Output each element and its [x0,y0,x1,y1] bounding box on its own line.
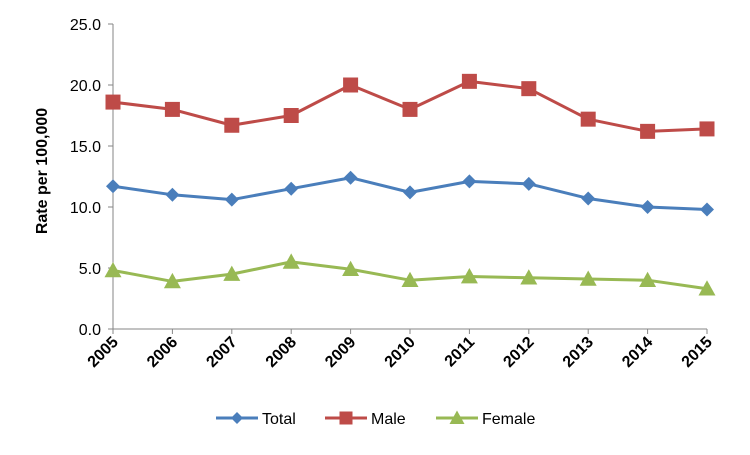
data-point-female [579,270,597,286]
y-tick-label: 10.0 [70,200,101,217]
data-point-total [521,176,536,191]
legend-item-male: Male [325,411,406,428]
data-point-male [224,117,240,133]
data-point-female [342,260,360,277]
x-tick-label: 2010 [382,334,419,371]
data-point-total [224,192,239,207]
data-point-female [639,271,657,287]
y-tick-label: 20.0 [70,78,101,95]
data-point-total [462,174,477,189]
data-point-male [580,111,596,127]
legend-label-female: Female [482,411,535,428]
x-tick-label: 2014 [619,334,656,371]
data-point-male [105,94,121,110]
x-tick-label: 2011 [442,334,479,371]
data-point-total [700,202,714,217]
y-tick-labels: 0.0 5.0 10.0 15.0 20.0 25.0 [70,17,101,339]
x-tick-label: 2006 [144,334,181,371]
series-female [104,253,716,296]
data-point-total [343,170,358,185]
data-point-male [640,123,656,139]
data-point-female [401,271,419,287]
legend-marker-total [231,412,243,424]
legend-marker-male [339,411,353,425]
data-point-total [581,191,596,206]
data-point-female [223,265,241,281]
series-male [105,73,715,139]
data-point-male [461,73,477,89]
data-point-female [282,253,300,269]
data-point-total [640,200,655,214]
legend-marker-female [449,410,465,424]
x-tick-label: 2008 [263,334,300,371]
y-tick-label: 5.0 [79,261,101,278]
data-point-total [284,181,299,196]
data-point-male [343,77,359,93]
axes [108,23,708,334]
data-point-total [106,179,120,194]
x-tick-label: 2015 [679,334,716,371]
data-point-male [283,108,299,123]
data-point-male [699,121,715,137]
data-point-male [521,81,537,97]
data-point-total [165,187,180,202]
data-point-female [698,280,716,296]
x-tick-labels: 2005 2006 2007 2008 2009 2010 2011 2012 2013 2014… [85,334,716,371]
series-lines [104,73,716,296]
x-tick-label: 2012 [500,334,537,371]
legend-item-total: Total [216,411,296,428]
data-point-male [164,101,180,117]
x-tick-label: 2005 [85,334,122,371]
series-total [106,170,714,217]
data-point-male [402,101,418,117]
data-point-female [520,269,538,285]
legend: Total Male Female [216,410,535,428]
legend-label-total: Total [262,411,296,428]
data-point-female [163,272,181,289]
y-tick-label: 15.0 [70,139,101,156]
data-point-female [460,268,478,284]
data-point-total [403,185,417,200]
legend-item-female: Female [436,410,535,428]
y-tick-label: 0.0 [79,322,101,339]
data-point-female [104,261,122,278]
x-tick-label: 2009 [322,334,359,371]
legend-label-male: Male [371,411,406,428]
x-tick-label: 2013 [560,334,597,371]
y-axis-label: Rate per 100,000 [34,108,51,234]
x-tick-label: 2007 [203,334,240,371]
y-tick-label: 25.0 [70,17,101,34]
